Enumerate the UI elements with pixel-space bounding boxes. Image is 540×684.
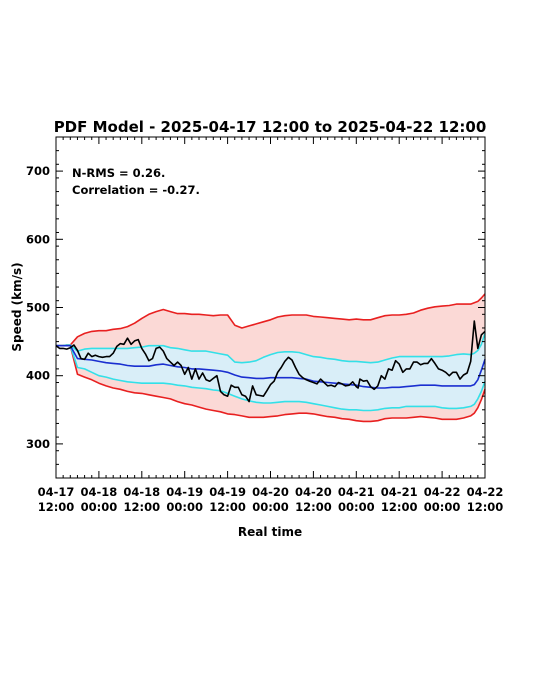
x-tick-label-time: 00:00 [338, 500, 375, 514]
y-tick-label: 500 [26, 301, 50, 315]
observed-line [55, 320, 486, 403]
median-line [56, 344, 486, 389]
x-tick-label-date: 04-17 [38, 485, 75, 499]
chart-title: PDF Model - 2025-04-17 12:00 to 2025-04-… [54, 118, 487, 136]
x-tick-label-time: 12:00 [295, 500, 332, 514]
x-tick-label-time: 12:00 [467, 500, 504, 514]
x-tick-label-time: 12:00 [381, 500, 418, 514]
x-tick-label-time: 00:00 [166, 500, 203, 514]
y-tick-label: 700 [26, 164, 50, 178]
x-tick-label-time: 12:00 [209, 500, 246, 514]
x-tick-label-date: 04-21 [381, 485, 418, 499]
inner-lower-line [56, 344, 486, 412]
x-axis: 04-1712:0004-1800:0004-1812:0004-1900:00… [38, 137, 504, 514]
y-axis-label: Speed (km/s) [10, 262, 24, 351]
x-tick-label-time: 00:00 [81, 500, 118, 514]
x-axis-label: Real time [238, 525, 302, 539]
annotation-nrms: N-RMS = 0.26. [72, 166, 165, 180]
x-tick-label-date: 04-22 [424, 485, 461, 499]
x-tick-label-time: 12:00 [123, 500, 160, 514]
y-axis: 300 400 500 600 700 [26, 150, 485, 465]
x-tick-label-date: 04-19 [166, 485, 203, 499]
x-tick-label-date: 04-20 [295, 485, 332, 499]
x-tick-label-date: 04-22 [467, 485, 504, 499]
x-tick-label-time: 00:00 [424, 500, 461, 514]
y-tick-label: 600 [26, 232, 50, 246]
inner-upper-line [56, 333, 486, 364]
x-tick-label-date: 04-18 [123, 485, 160, 499]
x-tick-label-time: 00:00 [252, 500, 289, 514]
outer-lower-line [56, 344, 486, 423]
x-tick-label-date: 04-21 [338, 485, 375, 499]
x-tick-label-time: 12:00 [38, 500, 75, 514]
x-tick-label-date: 04-19 [209, 485, 246, 499]
y-tick-label: 400 [26, 369, 50, 383]
annotation-correlation: Correlation = -0.27. [72, 183, 200, 197]
y-tick-label: 300 [26, 437, 50, 451]
plot-area [55, 293, 486, 423]
x-tick-label-date: 04-18 [81, 485, 118, 499]
x-tick-label-date: 04-20 [252, 485, 289, 499]
outer-upper-line [56, 293, 486, 347]
